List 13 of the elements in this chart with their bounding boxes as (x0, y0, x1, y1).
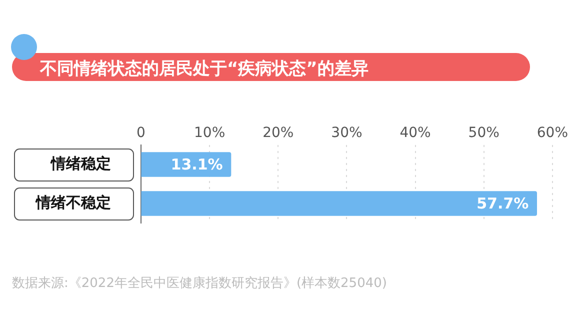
x-tick-label: 50% (468, 125, 500, 142)
y-tick-label: 情绪稳定 (50, 154, 111, 172)
x-tick-label: 0 (136, 125, 146, 142)
x-tick-label: 60% (536, 125, 568, 142)
x-tick-label: 30% (331, 125, 362, 142)
x-tick-label: 10% (194, 125, 226, 142)
source-note: 数据来源:《2022年全民中医健康指数研究报告》(样本数25040) (12, 275, 387, 292)
chart-title: 不同情绪状态的居民处于“疾病状态”的差异 (40, 58, 368, 80)
x-tick-label: 40% (400, 125, 431, 142)
data-label: 13.1% (170, 155, 223, 174)
y-tick-label: 情绪不稳定 (35, 193, 111, 212)
x-tick-label: 20% (262, 125, 294, 142)
data-label: 57.7% (476, 194, 529, 212)
